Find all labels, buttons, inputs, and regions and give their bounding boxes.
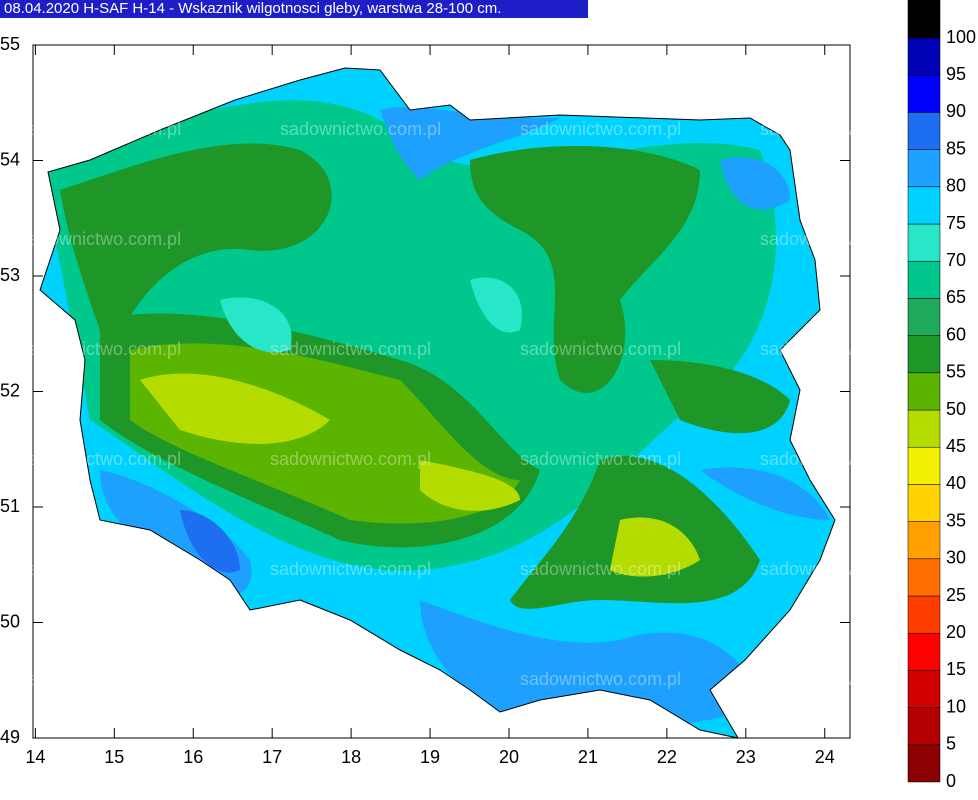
colorbar-label: 35 [946,510,966,530]
colorbar-segment [907,558,941,597]
colorbar-segment [907,409,941,448]
colorbar-segment [907,670,941,708]
colorbar-segment [907,484,941,522]
colorbar-label: 95 [946,64,966,84]
x-tick-label: 20 [499,747,519,767]
x-tick-label: 23 [736,747,756,767]
watermark: sadownictwo.com.pl [20,229,181,249]
watermark: sadownictwo.com.pl [520,669,681,689]
colorbar-label: 85 [946,138,966,158]
country-border [39,67,836,739]
colorbar-label: 70 [946,250,966,270]
watermark: sadownictwo.com.pl [520,339,681,359]
colorbar-label: 10 [946,696,966,716]
colorbar-label: 0 [946,771,956,791]
watermark: sadownictwo.com.pl [280,119,441,139]
watermark: sadownictwo.com.pl [270,449,431,469]
x-tick-label: 21 [578,747,598,767]
x-tick-label: 24 [815,747,835,767]
watermark: sadownictwo.com.pl [760,229,921,249]
title: 08.04.2020 H-SAF H-14 - Wskaznik wilgotn… [4,0,501,17]
watermark: sadownictwo.com.pl [760,119,921,139]
colorbar-label: 5 [946,734,956,754]
colorbar-label: 20 [946,622,966,642]
colorbar-label: 25 [946,585,966,605]
y-tick-label: 54 [0,149,20,169]
watermark: sadownictwo.com.pl [20,119,181,139]
title-bg [0,0,588,18]
colorbar: 0 5 10 15 20 25 30 35 40 45 50 55 60 65 70 75 80 85 90 95 10… [907,0,976,791]
x-tick-label: 14 [25,747,45,767]
colorbar-segment [907,335,941,374]
y-tick-label: 53 [0,265,20,285]
colorbar-segment [907,74,941,113]
colorbar-segment [907,372,941,411]
y-tick-label: 50 [0,611,20,631]
colorbar-segment [907,446,941,485]
colorbar-label: 50 [946,399,966,419]
colorbar-label: 100 [946,27,976,47]
colorbar-label: 60 [946,324,966,344]
x-tick-label: 22 [657,747,677,767]
watermark: sadownictwo.com.pl [20,669,181,689]
axes: 14 15 16 17 18 19 20 21 22 23 24 49 50 51 52 53 54 55 [0,34,850,767]
colorbar-label: 55 [946,362,966,382]
colorbar-segment [907,744,941,783]
colorbar-cap [908,0,940,38]
watermark: sadownictwo.com.pl [760,559,921,579]
watermark: sadownictwo.com.pl [270,339,431,359]
x-tick-label: 15 [104,747,124,767]
y-tick-label: 49 [0,727,20,747]
watermark: sadownictwo.com.pl [270,559,431,579]
watermark: sadownictwo.com.pl [760,669,921,689]
watermark: sadownictwo.com.pl [270,669,431,689]
x-tick-label: 18 [341,747,361,767]
watermark: sadownictwo.com.pl [520,119,681,139]
colorbar-label: 45 [946,436,966,456]
colorbar-segment [907,223,941,262]
y-tick-label: 52 [0,380,20,400]
watermarks: sadownictwo.com.pl sadownictwo.com.pl sado… [20,119,921,689]
colorbar-segment [907,186,941,225]
colorbar-label: 80 [946,176,966,196]
colorbar-label: 90 [946,101,966,121]
x-tick-label: 17 [262,747,282,767]
colorbar-segment [907,595,941,634]
y-tick-label: 51 [0,496,20,516]
colorbar-segment [907,112,941,150]
watermark: sadownictwo.com.pl [760,449,921,469]
colorbar-segment [907,298,941,336]
colorbar-segment [907,37,941,76]
colorbar-label: 15 [946,659,966,679]
colorbar-label: 75 [946,213,966,233]
y-tick-label: 55 [0,34,20,54]
colorbar-label: 40 [946,473,966,493]
colorbar-segment [907,260,941,299]
watermark: sadownictwo.com.pl [20,559,181,579]
colorbar-label: 65 [946,287,966,307]
colorbar-segment [907,521,941,560]
colorbar-label: 30 [946,548,966,568]
colorbar-segment [907,632,941,671]
watermark: sadownictwo.com.pl [760,339,921,359]
soil-moisture-field [40,68,835,738]
x-tick-label: 19 [420,747,440,767]
colorbar-segment [907,707,941,746]
watermark: sadownictwo.com.pl [520,559,681,579]
x-tick-label: 16 [183,747,203,767]
watermark: sadownictwo.com.pl [20,339,181,359]
colorbar-segment [907,149,941,188]
watermark: sadownictwo.com.pl [20,449,181,469]
watermark: sadownictwo.com.pl [520,449,681,469]
